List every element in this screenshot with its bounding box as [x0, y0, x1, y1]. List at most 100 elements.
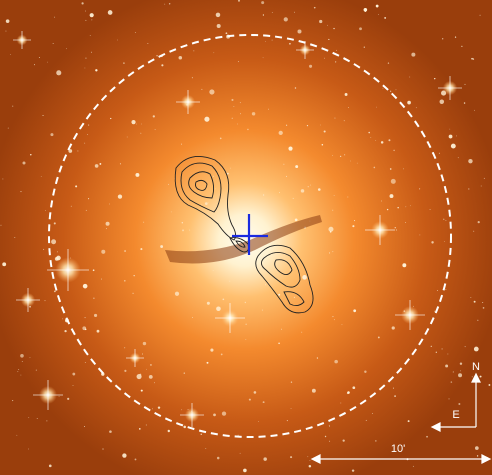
- star: [84, 67, 86, 69]
- star: [222, 298, 225, 301]
- star: [212, 175, 214, 177]
- star: [54, 16, 56, 18]
- star: [392, 387, 394, 389]
- star: [456, 135, 457, 137]
- star: [77, 150, 79, 152]
- star: [262, 57, 264, 59]
- star: [7, 127, 9, 129]
- star: [84, 328, 87, 331]
- star: [81, 2, 84, 5]
- star: [300, 189, 305, 193]
- star: [438, 152, 440, 154]
- star: [154, 382, 155, 384]
- star: [293, 296, 296, 298]
- star: [189, 229, 191, 231]
- star: [473, 346, 479, 352]
- star: [83, 426, 85, 428]
- star: [477, 319, 479, 321]
- star: [220, 353, 223, 356]
- star: [148, 374, 153, 379]
- star: [316, 357, 319, 359]
- star: [213, 413, 216, 417]
- star: [53, 290, 56, 293]
- star: [353, 309, 357, 313]
- star: [138, 428, 141, 430]
- star: [332, 209, 334, 211]
- star: [17, 371, 19, 373]
- star: [134, 31, 136, 33]
- star: [347, 391, 350, 394]
- star: [373, 166, 376, 169]
- star: [119, 163, 121, 165]
- star: [368, 131, 371, 134]
- star: [2, 178, 4, 180]
- star: [307, 456, 309, 458]
- star: [471, 376, 473, 378]
- star: [375, 4, 379, 8]
- star: [334, 117, 336, 119]
- star: [306, 125, 309, 127]
- star: [447, 353, 449, 355]
- star: [94, 164, 99, 168]
- star: [477, 220, 480, 224]
- star: [409, 205, 411, 207]
- star: [20, 374, 22, 376]
- star: [333, 27, 335, 30]
- star: [213, 52, 215, 54]
- star: [210, 348, 214, 352]
- star: [95, 69, 98, 72]
- star: [193, 50, 195, 52]
- star: [265, 284, 266, 286]
- star: [363, 46, 366, 48]
- star: [434, 310, 436, 312]
- star: [239, 452, 241, 454]
- star: [245, 338, 247, 340]
- star: [226, 172, 229, 175]
- star: [147, 42, 149, 44]
- star: [109, 203, 110, 205]
- star: [313, 6, 316, 9]
- star: [67, 397, 70, 400]
- star: [341, 324, 343, 326]
- star: [283, 163, 285, 165]
- star: [38, 57, 40, 59]
- star: [359, 27, 362, 31]
- star: [178, 55, 183, 60]
- star: [405, 206, 407, 208]
- star: [131, 120, 136, 125]
- star: [44, 210, 46, 211]
- star: [344, 93, 348, 96]
- star: [156, 55, 158, 57]
- star: [482, 307, 485, 309]
- star: [460, 370, 462, 372]
- star: [364, 10, 367, 12]
- star: [20, 191, 22, 193]
- star: [16, 434, 18, 436]
- star: [413, 305, 414, 307]
- star: [449, 128, 451, 130]
- star: [333, 319, 335, 321]
- star: [371, 412, 373, 414]
- star: [239, 113, 241, 115]
- star: [124, 280, 126, 282]
- star: [101, 249, 106, 254]
- star: [334, 359, 338, 364]
- star: [192, 317, 193, 318]
- star: [442, 38, 444, 40]
- star: [431, 241, 434, 244]
- star: [289, 269, 292, 271]
- star: [180, 143, 183, 145]
- star: [344, 154, 346, 156]
- star: [251, 112, 256, 116]
- star: [164, 3, 166, 5]
- star: [261, 309, 263, 311]
- star: [135, 172, 140, 177]
- star: [331, 155, 333, 156]
- star: [56, 251, 58, 253]
- star: [386, 208, 389, 211]
- star: [43, 248, 45, 250]
- star: [12, 400, 14, 402]
- star: [319, 19, 323, 24]
- star: [377, 336, 380, 339]
- star: [278, 293, 281, 296]
